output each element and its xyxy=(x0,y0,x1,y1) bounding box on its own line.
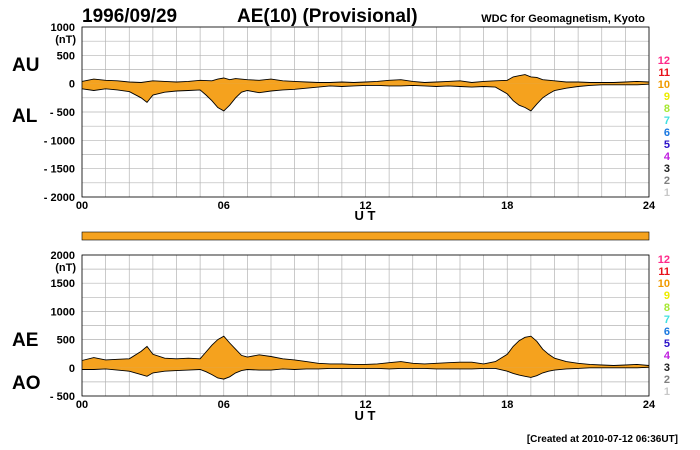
area-ao xyxy=(82,367,649,380)
chart-title: AE(10) (Provisional) xyxy=(237,6,418,27)
level-label: 11 xyxy=(658,266,670,278)
area-ae xyxy=(82,336,649,368)
y-tick-label: 0 xyxy=(69,363,75,375)
area-al xyxy=(82,83,649,111)
area-au xyxy=(82,74,649,84)
separator-bar xyxy=(81,231,650,241)
level-label: 1 xyxy=(664,386,670,398)
level-label: 6 xyxy=(664,127,670,139)
y-tick-label: - 500 xyxy=(50,391,75,403)
y-tick-label: - 1500 xyxy=(44,164,75,176)
level-label: 3 xyxy=(664,362,670,374)
y-tick-label: 1500 xyxy=(51,278,75,290)
level-label: 2 xyxy=(664,175,670,187)
x-tick-label: 06 xyxy=(218,200,230,212)
y-tick-label: - 1000 xyxy=(44,135,75,147)
line-ao xyxy=(82,366,650,380)
level-label: 4 xyxy=(664,151,671,163)
created-timestamp: [Created at 2010-07-12 06:36UT] xyxy=(527,434,678,445)
x-tick-label: 24 xyxy=(643,200,656,212)
level-label: 10 xyxy=(658,278,670,290)
unit-label-bottom: (nT) xyxy=(55,262,76,274)
level-label: 4 xyxy=(664,350,671,362)
level-label: 10 xyxy=(658,79,670,91)
level-label: 7 xyxy=(664,314,670,326)
x-tick-label: 00 xyxy=(76,200,88,212)
x-tick-label: 18 xyxy=(501,200,513,212)
line-al xyxy=(81,83,650,112)
level-label: 9 xyxy=(664,91,670,103)
y-tick-label: - 500 xyxy=(50,107,75,119)
level-label: 12 xyxy=(658,254,670,266)
x-tick-label: 12 xyxy=(359,399,371,411)
level-label: 3 xyxy=(664,163,670,175)
level-label: 2 xyxy=(664,374,670,386)
unit-label-top: (nT) xyxy=(55,34,76,46)
x-tick-label: 12 xyxy=(359,200,371,212)
y-tick-label: 0 xyxy=(69,79,75,91)
label-al: AL xyxy=(12,106,38,127)
x-tick-label: 06 xyxy=(218,399,230,411)
x-tick-label: 24 xyxy=(643,399,656,411)
line-au xyxy=(81,74,650,83)
level-label: 5 xyxy=(664,139,670,151)
label-ae: AE xyxy=(12,330,38,351)
label-au: AU xyxy=(12,55,39,76)
level-label: 6 xyxy=(664,326,670,338)
level-label: 1 xyxy=(664,187,670,199)
chart-date: 1996/09/29 xyxy=(82,6,177,27)
y-tick-label: 1000 xyxy=(51,306,75,318)
level-label: 11 xyxy=(658,67,670,79)
level-label: 9 xyxy=(664,290,670,302)
y-tick-label: 500 xyxy=(57,50,75,62)
plot-frame xyxy=(81,254,650,397)
level-label: 12 xyxy=(658,55,670,67)
line-ae xyxy=(81,335,650,366)
y-tick-label: 1000 xyxy=(51,22,75,34)
level-label: 7 xyxy=(664,115,670,127)
y-tick-label: 500 xyxy=(57,335,75,347)
x-tick-label: 00 xyxy=(76,399,88,411)
y-tick-label: 2000 xyxy=(51,250,75,262)
x-axis-title-top: U T xyxy=(355,208,376,223)
x-axis-title-bottom: U T xyxy=(355,408,376,423)
plot-frame xyxy=(81,26,650,198)
level-label: 8 xyxy=(664,103,670,115)
label-ao: AO xyxy=(12,373,41,394)
x-tick-label: 18 xyxy=(501,399,513,411)
level-label: 8 xyxy=(664,302,670,314)
chart-source: WDC for Geomagnetism, Kyoto xyxy=(481,13,645,25)
level-label: 5 xyxy=(664,338,670,350)
y-tick-label: - 2000 xyxy=(44,192,75,204)
